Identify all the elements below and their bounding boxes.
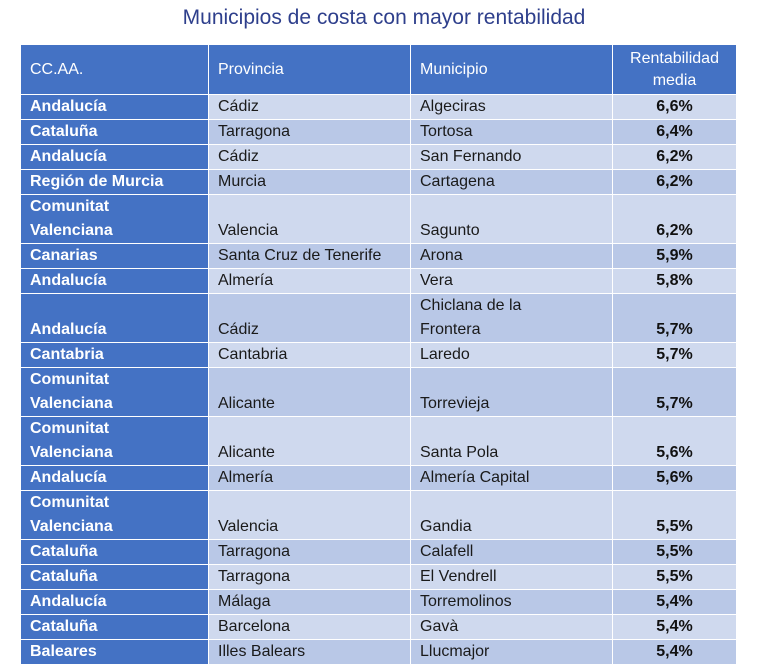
cell-municipio: Torrevieja	[410, 367, 613, 417]
cell-municipio: Chiclana de la Frontera	[410, 293, 613, 343]
cell-rentabilidad: 5,6%	[612, 416, 737, 466]
cell-municipio: Gavà	[410, 614, 613, 640]
cell-ccaa: Andalucía	[20, 589, 209, 615]
cell-ccaa: Andalucía	[20, 144, 209, 170]
cell-rentabilidad: 5,8%	[612, 268, 737, 294]
header-provincia: Provincia	[208, 44, 411, 95]
table-row: Comunitat Valenciana Alicante Torrevieja 5,…	[20, 367, 737, 417]
table-row: Comunitat Valenciana Valencia Sagunto 6,2%	[20, 194, 737, 244]
cell-ccaa: Andalucía	[20, 268, 209, 294]
cell-provincia: Alicante	[208, 367, 411, 417]
cell-rentabilidad: 5,7%	[612, 293, 737, 343]
cell-municipio: Gandia	[410, 490, 613, 540]
cell-municipio: Tortosa	[410, 119, 613, 145]
cell-rentabilidad: 6,2%	[612, 194, 737, 244]
cell-provincia: Tarragona	[208, 564, 411, 590]
cell-rentabilidad: 5,6%	[612, 465, 737, 491]
cell-rentabilidad: 5,4%	[612, 589, 737, 615]
cell-ccaa: Cataluña	[20, 539, 209, 565]
cell-provincia: Tarragona	[208, 119, 411, 145]
cell-ccaa: Cataluña	[20, 119, 209, 145]
table-row: Andalucía Almería Almería Capital 5,6%	[20, 465, 737, 491]
table-row: Andalucía Cádiz San Fernando 6,2%	[20, 144, 737, 170]
cell-ccaa: Andalucía	[20, 465, 209, 491]
cell-ccaa: Andalucía	[20, 293, 209, 343]
cell-municipio: Torremolinos	[410, 589, 613, 615]
cell-ccaa: Baleares	[20, 639, 209, 665]
cell-provincia: Murcia	[208, 169, 411, 195]
cell-ccaa: Comunitat Valenciana	[20, 367, 209, 417]
cell-ccaa: Región de Murcia	[20, 169, 209, 195]
cell-municipio: Cartagena	[410, 169, 613, 195]
cell-rentabilidad: 5,7%	[612, 342, 737, 368]
cell-provincia: Málaga	[208, 589, 411, 615]
cell-provincia: Almería	[208, 465, 411, 491]
cell-rentabilidad: 5,5%	[612, 490, 737, 540]
table-row: Andalucía Cádiz Chiclana de la Frontera 5,7…	[20, 293, 737, 343]
cell-provincia: Cádiz	[208, 94, 411, 120]
cell-provincia: Cádiz	[208, 144, 411, 170]
cell-provincia: Alicante	[208, 416, 411, 466]
table-row: Andalucía Almería Vera 5,8%	[20, 268, 737, 294]
header-ccaa: CC.AA.	[20, 44, 209, 95]
cell-municipio: Arona	[410, 243, 613, 269]
cell-ccaa: Comunitat Valenciana	[20, 416, 209, 466]
cell-provincia: Barcelona	[208, 614, 411, 640]
cell-rentabilidad: 5,7%	[612, 367, 737, 417]
cell-ccaa: Andalucía	[20, 94, 209, 120]
table-row: Andalucía Cádiz Algeciras 6,6%	[20, 94, 737, 120]
cell-provincia: Valencia	[208, 194, 411, 244]
cell-provincia: Tarragona	[208, 539, 411, 565]
cell-provincia: Cantabria	[208, 342, 411, 368]
cell-municipio: San Fernando	[410, 144, 613, 170]
profitability-table: CC.AA. Provincia Municipio Rentabilidad …	[20, 44, 737, 665]
header-rentabilidad: Rentabilidad media	[612, 44, 737, 95]
table-row: Cataluña Tarragona Calafell 5,5%	[20, 539, 737, 565]
cell-rentabilidad: 5,5%	[612, 539, 737, 565]
cell-municipio: Sagunto	[410, 194, 613, 244]
cell-provincia: Cádiz	[208, 293, 411, 343]
cell-rentabilidad: 6,2%	[612, 169, 737, 195]
cell-ccaa: Cataluña	[20, 614, 209, 640]
cell-rentabilidad: 6,2%	[612, 144, 737, 170]
table-row: Cataluña Tarragona Tortosa 6,4%	[20, 119, 737, 145]
cell-rentabilidad: 5,5%	[612, 564, 737, 590]
table-row: Cataluña Tarragona El Vendrell 5,5%	[20, 564, 737, 590]
cell-ccaa: Comunitat Valenciana	[20, 194, 209, 244]
table-row: Comunitat Valenciana Valencia Gandia 5,5%	[20, 490, 737, 540]
header-municipio: Municipio	[410, 44, 613, 95]
cell-rentabilidad: 5,9%	[612, 243, 737, 269]
cell-ccaa: Cataluña	[20, 564, 209, 590]
table-row: Comunitat Valenciana Alicante Santa Pola 5,…	[20, 416, 737, 466]
table-row: Canarias Santa Cruz de Tenerife Arona 5,9%	[20, 243, 737, 269]
cell-municipio: Calafell	[410, 539, 613, 565]
cell-provincia: Almería	[208, 268, 411, 294]
table-title: Municipios de costa con mayor rentabilid…	[182, 6, 586, 29]
cell-municipio: Santa Pola	[410, 416, 613, 466]
cell-rentabilidad: 5,4%	[612, 614, 737, 640]
cell-municipio: El Vendrell	[410, 564, 613, 590]
table-body: Andalucía Cádiz Algeciras 6,6% Cataluña Tarra…	[20, 94, 737, 665]
cell-municipio: Llucmajor	[410, 639, 613, 665]
table-row: Andalucía Málaga Torremolinos 5,4%	[20, 589, 737, 615]
cell-rentabilidad: 6,4%	[612, 119, 737, 145]
table-row: Cataluña Barcelona Gavà 5,4%	[20, 614, 737, 640]
table-row: Región de Murcia Murcia Cartagena 6,2%	[20, 169, 737, 195]
table-row: Cantabria Cantabria Laredo 5,7%	[20, 342, 737, 368]
cell-provincia: Santa Cruz de Tenerife	[208, 243, 411, 269]
cell-ccaa: Canarias	[20, 243, 209, 269]
cell-rentabilidad: 5,4%	[612, 639, 737, 665]
cell-municipio: Vera	[410, 268, 613, 294]
cell-provincia: Illes Balears	[208, 639, 411, 665]
cell-ccaa: Comunitat Valenciana	[20, 490, 209, 540]
table-row: Baleares Illes Balears Llucmajor 5,4%	[20, 639, 737, 665]
cell-rentabilidad: 6,6%	[612, 94, 737, 120]
cell-municipio: Algeciras	[410, 94, 613, 120]
cell-municipio: Laredo	[410, 342, 613, 368]
cell-municipio: Almería Capital	[410, 465, 613, 491]
header-row: CC.AA. Provincia Municipio Rentabilidad …	[20, 44, 737, 95]
cell-provincia: Valencia	[208, 490, 411, 540]
cell-ccaa: Cantabria	[20, 342, 209, 368]
